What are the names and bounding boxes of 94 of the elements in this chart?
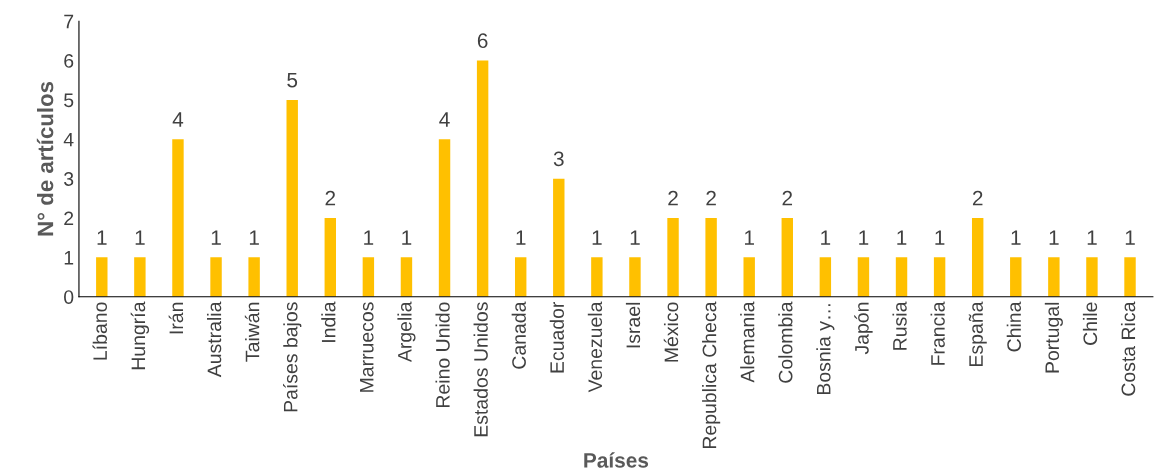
bar: [248, 257, 260, 297]
x-tick-label: India: [321, 301, 336, 342]
bar: [476, 60, 489, 297]
bar: [971, 218, 984, 297]
x-tick-label: México: [663, 302, 679, 362]
bar: [324, 218, 336, 297]
data-label: 1: [821, 230, 831, 245]
x-tick-label: Portugal: [1044, 302, 1063, 373]
x-tick-label: Canada: [511, 301, 526, 369]
bar: [629, 257, 641, 297]
x-tick-label: Costa Rica: [1120, 301, 1136, 396]
bar: [591, 257, 603, 297]
y-tick-label: 7: [64, 14, 74, 29]
data-label: 1: [1049, 230, 1059, 245]
bar: [286, 99, 298, 297]
x-tick-label: Francia: [930, 301, 945, 365]
data-label: 2: [972, 190, 983, 206]
x-tick-label: Israel: [625, 302, 641, 348]
data-label: 5: [287, 72, 298, 88]
y-tick-label: 6: [64, 54, 74, 68]
bar: [134, 257, 146, 297]
x-tick-label: Países bajos: [283, 302, 302, 412]
bar: [362, 257, 375, 297]
x-axis-title: Países: [584, 452, 649, 468]
bar: [400, 257, 413, 297]
x-tick-label: Ecuador: [549, 301, 565, 373]
x-tick-label: Reino Unido: [435, 302, 450, 407]
bar: [667, 218, 679, 297]
x-tick-label: Rusia: [892, 301, 907, 350]
data-label: 1: [211, 230, 221, 245]
data-label: 4: [439, 112, 450, 127]
x-tick-label: Colombia: [778, 301, 793, 383]
x-tick-label: Republica Checa: [702, 301, 721, 449]
x-tick-label: Alemania: [740, 301, 755, 383]
data-label: 1: [97, 230, 107, 245]
data-label: 2: [668, 190, 678, 206]
x-tick-label: Japón: [854, 302, 873, 355]
y-tick-label: 4: [63, 132, 74, 147]
data-label: 4: [172, 112, 184, 127]
data-label: 2: [706, 190, 716, 206]
x-tick-label: Argelia: [397, 301, 416, 363]
bar: [1086, 257, 1098, 297]
data-label: 1: [935, 230, 945, 245]
x-tick-label: Líbano: [92, 302, 108, 360]
bar: [705, 218, 717, 297]
bar: [96, 257, 108, 297]
bar: [1124, 257, 1136, 297]
bar: [514, 257, 527, 297]
x-tick-label: Bosnia y…: [816, 304, 835, 395]
y-axis-title: N° de artículos: [36, 81, 54, 236]
data-label: 1: [1011, 230, 1021, 245]
x-tick-label: Hungría: [130, 301, 150, 370]
bar: [781, 218, 793, 297]
x-tick-label: Estados Unidos: [473, 302, 488, 437]
bar: [438, 139, 451, 297]
data-label: 1: [744, 230, 754, 245]
data-label: 1: [859, 230, 869, 245]
y-tick-label: 5: [64, 93, 74, 108]
data-label: 1: [630, 230, 640, 245]
x-tick-label: Taiwán: [244, 302, 260, 362]
bar: [895, 257, 908, 297]
x-tick-label: Venezuela: [587, 301, 603, 393]
data-label: 6: [477, 33, 488, 49]
data-label: 3: [553, 151, 564, 167]
data-label: 1: [249, 230, 259, 245]
x-tick-label: Irán: [168, 302, 184, 334]
data-label: 1: [1087, 230, 1097, 245]
bar: [553, 178, 565, 297]
bar: [857, 257, 870, 297]
y-tick-label: 2: [64, 211, 74, 226]
bar: [933, 257, 946, 297]
x-tick-label: España: [968, 301, 987, 366]
data-label: 1: [897, 230, 907, 245]
x-tick-label: Marruecos: [360, 302, 374, 392]
data-label: 1: [402, 230, 412, 245]
y-tick-label: 3: [64, 172, 74, 186]
x-tick-label: Australia: [206, 301, 222, 378]
x-tick-label: China: [1006, 301, 1021, 352]
y-tick-label: 1: [64, 251, 74, 265]
x-tick-label: Chile: [1082, 302, 1098, 345]
data-label: 1: [592, 230, 602, 245]
data-label: 2: [782, 190, 793, 206]
bar: [1048, 257, 1060, 297]
y-tick-label: 0: [64, 290, 74, 304]
bar: [819, 257, 832, 297]
bar: [743, 257, 755, 297]
data-label: 1: [364, 230, 374, 245]
bar: [210, 257, 222, 297]
data-label: 1: [1125, 230, 1135, 245]
data-label: 1: [135, 230, 145, 245]
bar: [172, 139, 184, 297]
data-label: 1: [516, 230, 526, 245]
bar: [1010, 257, 1022, 297]
data-label: 2: [325, 190, 336, 206]
